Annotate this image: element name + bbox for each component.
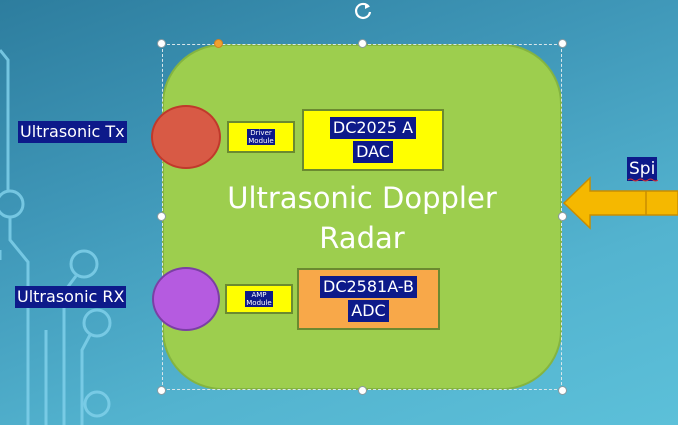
rotate-handle-icon[interactable] [352,0,374,22]
resize-handle-bottom-right[interactable] [558,386,567,395]
dac-line-1: DC2025 A [329,117,417,139]
resize-handle-bottom-left[interactable] [157,386,166,395]
rx-transducer[interactable] [152,267,220,331]
resize-handle-bottom[interactable] [358,386,367,395]
spellcheck-underline [628,178,658,182]
tx-label: Ultrasonic Tx [18,121,127,143]
resize-handle-top-left[interactable] [157,39,166,48]
tx-transducer[interactable] [151,105,221,169]
adc-line-1: DC2581A-B [320,276,417,298]
driver-module-label: Driver Module [247,129,275,145]
title-line-1: Ultrasonic Doppler [227,181,497,215]
resize-handle-top-right[interactable] [558,39,567,48]
spi-label: Spi [627,157,658,181]
amp-module-label: AMP Module [245,291,273,307]
diagram-title: Ultrasonic Doppler Radar [210,178,514,258]
resize-handle-right[interactable] [558,212,567,221]
adc-line-2: ADC [348,300,389,322]
amp-module-box[interactable]: AMP Module [225,284,293,314]
driver-module-box[interactable]: Driver Module [227,121,295,153]
resize-handle-left[interactable] [157,212,166,221]
resize-handle-top[interactable] [358,39,367,48]
dac-line-2: DAC [353,141,393,163]
title-line-2: Radar [319,221,405,255]
adjust-handle[interactable] [214,39,223,48]
dac-block[interactable]: DC2025 A DAC [302,109,444,171]
adc-block[interactable]: DC2581A-B ADC [297,268,440,330]
arrow-left-icon[interactable] [562,176,678,230]
rx-label: Ultrasonic RX [15,286,127,308]
